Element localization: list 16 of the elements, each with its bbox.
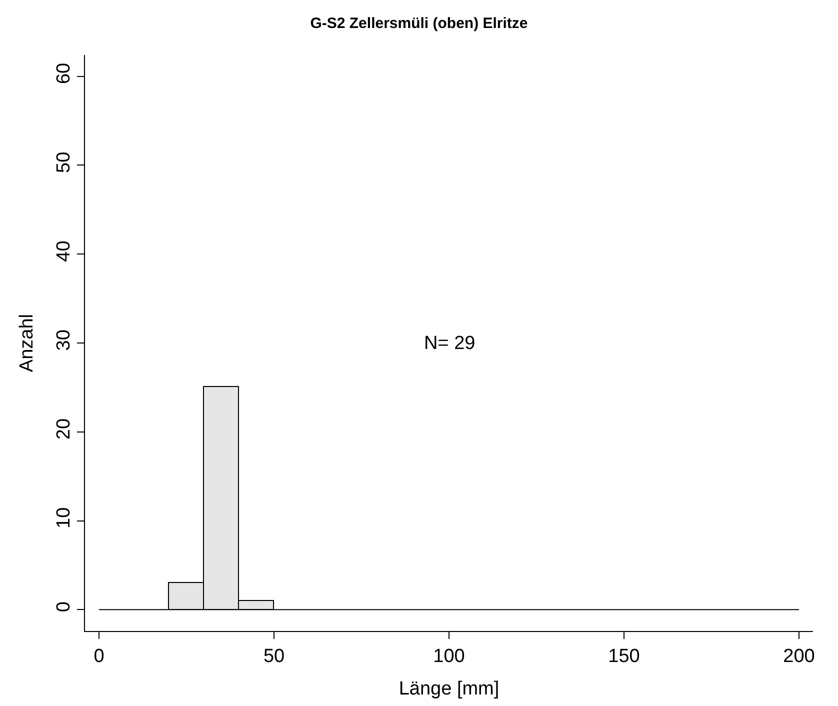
x-tick-label: 100 (433, 646, 465, 667)
y-tick-label: 30 (53, 330, 74, 351)
annotation: N= 29 (424, 333, 476, 354)
x-tick-label: 150 (608, 646, 640, 667)
y-tick-label: 10 (53, 507, 74, 528)
y-axis-title: Anzahl (16, 314, 38, 372)
x-tick-label: 0 (94, 646, 104, 667)
x-tick-label: 50 (263, 646, 285, 667)
y-tick-label: 0 (53, 602, 74, 612)
y-tick-label: 60 (53, 62, 74, 84)
y-tick-label: 50 (53, 152, 74, 173)
x-axis-title: Länge [mm] (398, 678, 500, 700)
y-tick-label: 20 (53, 418, 74, 440)
x-tick-label: 200 (783, 646, 815, 667)
y-tick-label: 40 (53, 240, 74, 262)
chart-title: G-S2 Zellersmüli (oben) Elritze (310, 15, 528, 32)
